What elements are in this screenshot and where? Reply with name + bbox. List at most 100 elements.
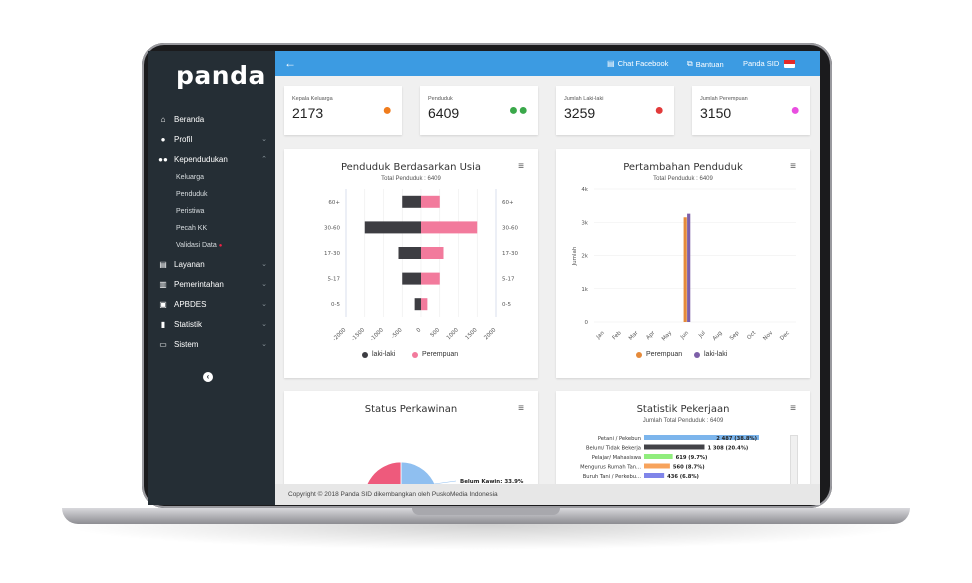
sidebar-item-label: Profil (174, 134, 193, 144)
y-tick-label: 1k (581, 287, 588, 293)
stat-value: 2173 (292, 105, 324, 121)
legend-label: Perempuan (422, 351, 459, 358)
legend-perempuan[interactable]: Perempuan (412, 351, 458, 358)
pie-data-label: Belum Kawin: 33.9% (460, 479, 524, 485)
x-tick-label: -1500 (351, 327, 367, 343)
stat-card-laki-laki[interactable]: Jumlah Laki-laki 3259 ● (556, 86, 674, 135)
scrollbar[interactable] (790, 435, 798, 491)
sidebar-sub-label: Validasi Data (176, 242, 217, 249)
stat-card-penduduk[interactable]: Penduduk 6409 ●● (420, 86, 538, 135)
sidebar-item-profil[interactable]: ● Profil ⌄ (148, 129, 275, 149)
legend-perempuan[interactable]: Perempuan (636, 351, 682, 358)
sidebar-item-layanan[interactable]: ▤ Layanan ⌄ (148, 254, 275, 274)
bar (398, 247, 421, 259)
chat-icon: ▤ (607, 59, 615, 68)
bar-chart-icon: ▮ (160, 319, 166, 329)
legend-laki-laki[interactable]: laki-laki (362, 351, 395, 358)
sidebar-sub-validasi-data[interactable]: Validasi Data ● (148, 237, 275, 254)
chat-facebook-label: Chat Facebook (617, 59, 669, 68)
bar-category-label: Belum/ Tidak Bekerja (586, 446, 641, 452)
users-icon: ●● (508, 102, 528, 119)
alert-dot-icon: ● (218, 242, 223, 249)
legend-label: Perempuan (646, 351, 683, 358)
stat-card-kepala-keluarga[interactable]: Kepala Keluarga 2173 ● (284, 86, 402, 135)
legend-swatch (412, 351, 418, 358)
chart-title: Pertambahan Penduduk (623, 162, 743, 173)
sidebar-item-statistik[interactable]: ▮ Statistik ⌄ (148, 314, 275, 334)
monitor-icon: ▭ (159, 339, 167, 349)
user-icon: ● (654, 102, 664, 119)
help-link[interactable]: ⧉ Bantuan (687, 59, 724, 69)
y-tick-label: 2k (581, 254, 588, 260)
users-icon: ●● (158, 154, 168, 164)
chevron-up-icon: ⌃ (261, 156, 267, 163)
hamburger-menu-icon[interactable]: ≡ (518, 161, 524, 172)
x-tick-label: Oct (746, 330, 758, 342)
x-tick-label: 1500 (465, 327, 479, 341)
legend-laki-laki[interactable]: laki-laki (694, 351, 727, 358)
logo[interactable]: panda (176, 61, 266, 90)
stat-label: Jumlah Laki-laki (564, 96, 604, 102)
y-tick-label: 60+ (502, 200, 514, 206)
arrow-left-icon[interactable]: ← (284, 56, 296, 70)
sidebar-sub-keluarga[interactable]: Keluarga (148, 169, 275, 186)
chevron-down-icon: ⌄ (261, 341, 267, 348)
stat-value: 3259 (564, 105, 596, 121)
sidebar-sub-label: Keluarga (176, 174, 205, 181)
y-tick-label: 17-30 (502, 251, 518, 257)
bar-category-label: Pelajar/ Mahasiswa (592, 455, 641, 461)
x-tick-label: Sep (729, 330, 741, 342)
legend-swatch (636, 351, 642, 358)
y-tick-label: 5-17 (328, 277, 341, 283)
chart-card-usia: Penduduk Berdasarkan Usia Total Penduduk… (284, 149, 538, 378)
chart-card-pertambahan: Pertambahan Penduduk Total Penduduk : 64… (556, 149, 810, 378)
chat-facebook-link[interactable]: ▤ Chat Facebook (607, 59, 668, 68)
sidebar-item-pemerintahan[interactable]: ▥ Pemerintahan ⌄ (148, 274, 275, 294)
sidebar-item-apbdes[interactable]: ▣ APBDES ⌄ (148, 294, 275, 314)
y-tick-label: 0-5 (331, 302, 340, 308)
user-icon: ● (382, 102, 392, 119)
chart-perkawinan-svg: Belum Kawin: 33.9% (364, 461, 524, 491)
x-tick-label: Apr (645, 330, 656, 341)
pie-slice (364, 461, 402, 491)
home-icon: ⌂ (160, 114, 166, 124)
chart-card-perkawinan: Status Perkawinan ≡ Belum Kawin: 33.9% (284, 391, 538, 491)
sidebar-toggle-icon[interactable]: ‹ (203, 372, 213, 382)
topbar: ← ▤ Chat Facebook ⧉ Bantuan Panda SID (275, 51, 820, 76)
sidebar-sub-penduduk[interactable]: Penduduk (148, 186, 275, 203)
sidebar-item-label: Layanan (174, 259, 205, 269)
chevron-down-icon: ⌄ (261, 301, 267, 308)
legend-label: laki-laki (704, 351, 728, 358)
x-tick-label: 2000 (483, 327, 497, 341)
external-link-icon: ⧉ (687, 59, 693, 68)
chart-title: Penduduk Berdasarkan Usia (340, 162, 482, 173)
hamburger-menu-icon[interactable]: ≡ (790, 161, 796, 172)
user-menu[interactable]: Panda SID (743, 59, 796, 68)
chart-subtitle: Total Penduduk : 6409 (653, 176, 713, 182)
user-icon: ● (790, 102, 800, 119)
chevron-down-icon: ⌄ (261, 281, 267, 288)
bar (364, 221, 421, 234)
hamburger-menu-icon[interactable]: ≡ (518, 403, 524, 414)
bar (683, 217, 687, 322)
chart-card-pekerjaan: Statistik Pekerjaan Jumlah Total Pendudu… (556, 391, 810, 491)
money-icon: ▣ (159, 299, 167, 309)
sidebar-item-kependudukan[interactable]: ●● Kependudukan ⌃ (148, 149, 275, 169)
bar (644, 444, 705, 450)
bar (644, 454, 673, 459)
sidebar-item-beranda[interactable]: ⌂ Beranda (148, 109, 275, 129)
sidebar-sub-peristiwa[interactable]: Peristiwa (148, 203, 275, 220)
flag-icon (784, 59, 796, 68)
file-icon: ▤ (159, 259, 167, 269)
hamburger-menu-icon[interactable]: ≡ (790, 403, 796, 414)
y-tick-label: 0-5 (502, 302, 511, 308)
sidebar: panda ⌂ Beranda ● Profil ⌄ ●● Kependudukan ⌃ … (148, 51, 275, 505)
stat-card-perempuan[interactable]: Jumlah Perempuan 3150 ● (692, 86, 810, 135)
x-tick-label: 0 (416, 327, 423, 334)
sidebar-item-sistem[interactable]: ▭ Sistem ⌄ (148, 334, 275, 354)
x-tick-label: Jan (595, 330, 606, 341)
sidebar-sub-pecah-kk[interactable]: Pecah KK (148, 220, 275, 237)
bar (644, 463, 670, 469)
x-tick-label: May (661, 330, 674, 343)
laptop-notch (412, 508, 560, 515)
